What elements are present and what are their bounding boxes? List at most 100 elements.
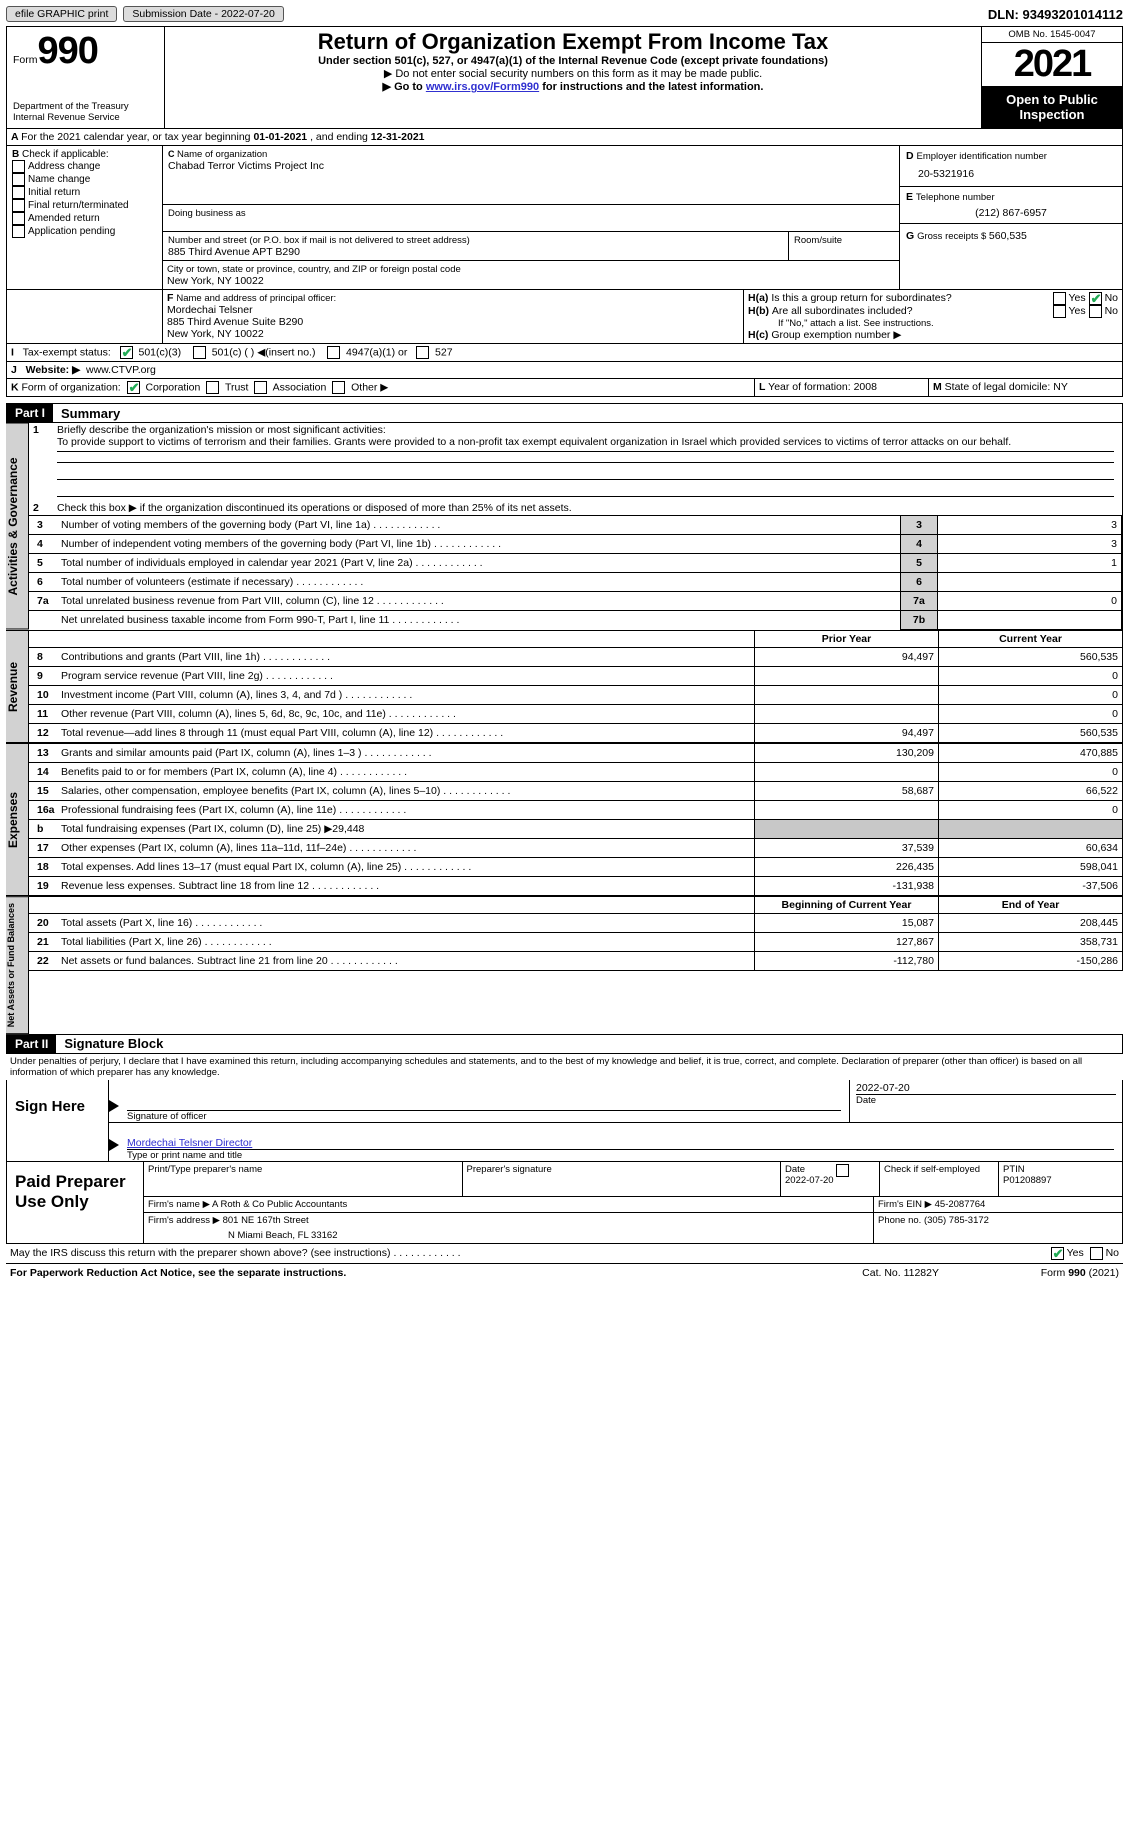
section-net-assets: Net Assets or Fund Balances Beginning of…	[6, 896, 1123, 1034]
street-address: 885 Third Avenue APT B290	[168, 246, 300, 258]
section-activities-governance: Activities & Governance 1Briefly describ…	[6, 423, 1123, 630]
tab-activities: Activities & Governance	[6, 423, 29, 630]
ein-value: 20-5321916	[906, 162, 1116, 186]
year-formed: 2008	[854, 381, 877, 393]
line-A: A For the 2021 calendar year, or tax yea…	[6, 129, 1123, 146]
paid-preparer-block: Paid Preparer Use Only Print/Type prepar…	[6, 1162, 1123, 1244]
527-checkbox[interactable]	[416, 346, 429, 359]
form-footer: Form 990 (2021)	[939, 1267, 1119, 1279]
top-toolbar: efile GRAPHIC print Submission Date - 20…	[6, 6, 1123, 22]
discuss-no[interactable]	[1090, 1247, 1103, 1260]
omb-number: OMB No. 1545-0047	[982, 27, 1122, 43]
sig-arrow-icon	[109, 1100, 119, 1112]
dba-label: Doing business as	[168, 208, 246, 219]
part2-header: Part II Signature Block	[6, 1034, 1123, 1054]
mission-text: To provide support to victims of terrori…	[57, 436, 1011, 448]
officer-addr2: New York, NY 10022	[167, 328, 264, 340]
dln: DLN: 93493201014112	[988, 7, 1123, 22]
check-Amended-return[interactable]	[12, 212, 25, 225]
check-Address-change[interactable]	[12, 160, 25, 173]
tab-netassets: Net Assets or Fund Balances	[6, 896, 29, 1034]
efile-print-btn[interactable]: efile GRAPHIC print	[6, 6, 117, 22]
sign-here-block: Sign Here Signature of officer 2022-07-2…	[6, 1080, 1123, 1162]
4947-checkbox[interactable]	[327, 346, 340, 359]
open-public: Open to Public Inspection	[982, 86, 1122, 128]
prep-name-label: Print/Type preparer's name	[144, 1162, 462, 1196]
form-title: Return of Organization Exempt From Incom…	[171, 29, 975, 55]
firm-name: A Roth & Co Public Accountants	[212, 1199, 347, 1210]
netassets-table: Beginning of Current YearEnd of Year20To…	[29, 896, 1123, 971]
Ha-no[interactable]	[1089, 292, 1102, 305]
form-header: Form990 Department of the Treasury Inter…	[6, 26, 1123, 129]
501c-checkbox[interactable]	[193, 346, 206, 359]
ein-label: Employer identification number	[917, 151, 1047, 162]
sig-date-value: 2022-07-20	[856, 1082, 910, 1094]
sign-here-label: Sign Here	[7, 1080, 108, 1161]
org-name: Chabad Terror Victims Project Inc	[168, 160, 324, 172]
Hb-yes[interactable]	[1053, 305, 1066, 318]
irs-link[interactable]: www.irs.gov/Form990	[426, 81, 539, 93]
cat-no: Cat. No. 11282Y	[862, 1267, 939, 1279]
other-checkbox[interactable]	[332, 381, 345, 394]
prep-sig-label: Preparer's signature	[462, 1162, 781, 1196]
Hb-no[interactable]	[1089, 305, 1102, 318]
gross-value: 560,535	[989, 230, 1027, 242]
prep-date: 2022-07-20	[785, 1175, 834, 1186]
pra-notice: For Paperwork Reduction Act Notice, see …	[10, 1267, 862, 1279]
part1-header: Part I Summary	[6, 403, 1123, 423]
Ha-label: Is this a group return for subordinates?	[771, 292, 1052, 305]
Hb-label: Are all subordinates included?	[772, 305, 1053, 318]
subdate-label: Submission Date -	[132, 8, 221, 20]
submission-date-btn[interactable]: Submission Date - 2022-07-20	[123, 6, 283, 22]
ptin-value: P01208897	[1003, 1175, 1052, 1186]
line2-text: Check this box ▶ if the organization dis…	[57, 502, 572, 514]
officer-name: Mordechai Telsner	[167, 304, 253, 316]
room-label: Room/suite	[794, 235, 842, 246]
tab-expenses: Expenses	[6, 743, 29, 896]
assoc-checkbox[interactable]	[254, 381, 267, 394]
irs-label: Internal Revenue Service	[13, 112, 158, 123]
sig-arrow-icon-2	[109, 1139, 119, 1151]
check-Name-change[interactable]	[12, 173, 25, 186]
501c3-checkbox[interactable]	[120, 346, 133, 359]
city-label: City or town, state or province, country…	[167, 264, 461, 275]
subtitle-1: Under section 501(c), 527, or 4947(a)(1)…	[171, 55, 975, 67]
website-value: www.CTVP.org	[86, 364, 156, 376]
perjury-declaration: Under penalties of perjury, I declare th…	[6, 1054, 1123, 1080]
firm-addr2: N Miami Beach, FL 33162	[148, 1226, 869, 1241]
trust-checkbox[interactable]	[206, 381, 219, 394]
check-Initial-return[interactable]	[12, 186, 25, 199]
line1-label: Briefly describe the organization's miss…	[57, 424, 386, 436]
paid-preparer-label: Paid Preparer Use Only	[7, 1162, 143, 1243]
governance-table: 3Number of voting members of the governi…	[29, 515, 1122, 630]
Ha-yes[interactable]	[1053, 292, 1066, 305]
exempt-status-row: I Tax-exempt status: 501(c)(3) 501(c) ( …	[6, 344, 1123, 362]
firm-phone: (305) 785-3172	[924, 1215, 989, 1226]
website-row: J Website: ▶ www.CTVP.org	[6, 362, 1123, 379]
revenue-table: Prior YearCurrent Year8Contributions and…	[29, 630, 1123, 743]
col-B: B Check if applicable: Address changeNam…	[7, 146, 163, 289]
footer-row: For Paperwork Reduction Act Notice, see …	[6, 1264, 1123, 1282]
check-Final-return-terminated[interactable]	[12, 199, 25, 212]
sig-officer-label: Signature of officer	[127, 1110, 841, 1122]
tax-year: 2021	[982, 43, 1122, 86]
self-employed-checkbox[interactable]	[836, 1164, 849, 1177]
subtitle-2: ▶ Do not enter social security numbers o…	[171, 67, 975, 80]
domicile: NY	[1053, 381, 1068, 393]
org-info-block: B Check if applicable: Address changeNam…	[6, 146, 1123, 290]
officer-label: Name and address of principal officer:	[176, 293, 336, 304]
gross-label: Gross receipts $	[917, 231, 989, 242]
check-Application-pending[interactable]	[12, 225, 25, 238]
typed-name-label: Type or print name and title	[127, 1149, 1114, 1161]
Hc-label: Group exemption number ▶	[771, 329, 901, 341]
subtitle-3: ▶ Go to www.irs.gov/Form990 for instruct…	[171, 80, 975, 93]
city-value: New York, NY 10022	[167, 275, 264, 287]
section-revenue: Revenue Prior YearCurrent Year8Contribut…	[6, 630, 1123, 743]
sig-date-label: Date	[856, 1094, 1116, 1106]
org-name-label: Name of organization	[177, 149, 267, 160]
tab-revenue: Revenue	[6, 630, 29, 743]
discuss-yes[interactable]	[1051, 1247, 1064, 1260]
corp-checkbox[interactable]	[127, 381, 140, 394]
discuss-row: May the IRS discuss this return with the…	[6, 1244, 1123, 1264]
form-number: 990	[38, 30, 98, 72]
